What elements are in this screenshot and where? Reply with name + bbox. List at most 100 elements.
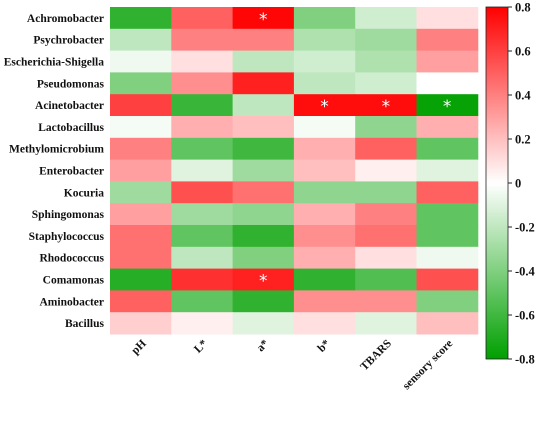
heatmap-cell (232, 312, 295, 335)
heatmap-cell (293, 137, 356, 161)
heatmap-cell (232, 159, 295, 182)
heatmap-cell (232, 246, 295, 270)
heatmap-cell (355, 94, 417, 117)
heatmap-cells (110, 7, 479, 335)
heatmap-cell (416, 28, 479, 52)
heatmap-cell (110, 159, 172, 182)
heatmap-cell (171, 290, 234, 313)
heatmap-cell (293, 50, 356, 73)
heatmap-cell (293, 203, 356, 226)
heatmap-cell (232, 28, 295, 52)
heatmap-cell (416, 94, 479, 117)
heatmap-cell (293, 94, 356, 117)
heatmap-cell (171, 312, 234, 335)
row-label: Lactobacillus (38, 122, 104, 134)
heatmap-cell (110, 50, 172, 73)
colorbar: 0.8 0.6 0.4 0.2 0 -0.2 -0.4 -0.6 -0.8 (485, 1, 536, 367)
heatmap-cell (171, 203, 234, 226)
colorbar-tick-label: 0.2 (515, 133, 531, 147)
heatmap-cell (293, 225, 356, 248)
heatmap-cell (355, 268, 417, 291)
row-label: Kocuria (64, 187, 104, 199)
heatmap-cell (110, 203, 172, 226)
heatmap-cell (110, 94, 172, 117)
column-label: sensory score (401, 338, 456, 393)
heatmap-cell (171, 94, 234, 117)
heatmap-cell (355, 312, 417, 335)
colorbar-tick-label: -0.8 (515, 353, 535, 367)
heatmap-cell (355, 246, 417, 270)
heatmap-cell (171, 72, 234, 95)
column-labels: pH L* a* b* TBARS sensory score (129, 337, 455, 392)
colorbar-tick-label: 0.8 (515, 1, 531, 15)
heatmap-cell (232, 116, 295, 139)
row-label: Sphingomonas (32, 209, 105, 221)
significance-markers: * * * * * (259, 10, 451, 292)
row-label: Achromobacter (27, 13, 104, 25)
heatmap-cell (293, 72, 356, 95)
heatmap-cell (171, 28, 234, 52)
row-label: Comamonas (43, 275, 105, 287)
significance-star: * (259, 10, 268, 30)
row-label: Bacillus (65, 318, 105, 330)
heatmap-cell (355, 72, 417, 95)
significance-star: * (443, 97, 452, 117)
heatmap-cell (416, 50, 479, 73)
heatmap-cell (293, 246, 356, 270)
heatmap-cell (110, 181, 172, 204)
heatmap-cell (232, 181, 295, 204)
row-label: Psychrobacter (33, 35, 104, 47)
significance-star: * (320, 97, 329, 117)
heatmap-cell (293, 312, 356, 335)
colorbar-tick-label: 0 (515, 177, 521, 191)
colorbar-tick-label: -0.2 (515, 221, 535, 235)
row-label: Enterobacter (39, 166, 104, 178)
heatmap-cell (355, 137, 417, 161)
heatmap-cell (416, 312, 479, 335)
colorbar-tick-label: -0.6 (515, 309, 535, 323)
heatmap-cell (355, 116, 417, 139)
heatmap-cell (232, 50, 295, 73)
heatmap-cell (110, 72, 172, 95)
row-label: Acinetobacter (35, 100, 104, 112)
heatmap-cell (416, 159, 479, 182)
heatmap-cell (232, 203, 295, 226)
heatmap-cell (416, 7, 479, 30)
heatmap-cell (232, 268, 295, 291)
row-label: Aminobacter (39, 296, 104, 308)
heatmap-cell (416, 290, 479, 313)
column-label: L* (192, 337, 210, 355)
heatmap-cell (171, 181, 234, 204)
heatmap-cell (110, 290, 172, 313)
heatmap-cell (232, 225, 295, 248)
heatmap-cell (293, 290, 356, 313)
column-label: a* (255, 337, 272, 354)
heatmap-cell (232, 290, 295, 313)
heatmap-cell (416, 137, 479, 161)
heatmap-cell (355, 159, 417, 182)
colorbar-tick-label: 0.6 (515, 45, 531, 59)
heatmap-cell (416, 268, 479, 291)
column-label: TBARS (358, 338, 394, 374)
heatmap-cell (293, 7, 356, 30)
colorbar-tick-label: -0.4 (515, 265, 536, 279)
heatmap-cell (293, 159, 356, 182)
heatmap-cell (110, 225, 172, 248)
heatmap-cell (416, 246, 479, 270)
heatmap-cell (232, 94, 295, 117)
heatmap-cell (171, 246, 234, 270)
row-labels: Achromobacter Psychrobacter Escherichia-Sh… (4, 13, 105, 330)
heatmap-cell (110, 246, 172, 270)
heatmap-cell (416, 225, 479, 248)
heatmap-cell (355, 225, 417, 248)
column-label: pH (129, 338, 148, 357)
heatmap-cell (232, 7, 295, 30)
column-label: b* (316, 337, 333, 354)
heatmap-cell (171, 268, 234, 291)
heatmap-cell (416, 72, 479, 95)
heatmap-cell (416, 181, 479, 204)
heatmap-cell (110, 7, 172, 30)
heatmap-cell (355, 7, 417, 30)
row-label: Escherichia-Shigella (4, 57, 105, 69)
